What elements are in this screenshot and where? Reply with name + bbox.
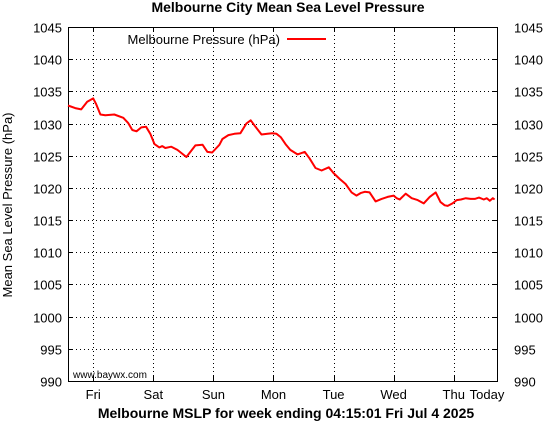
y-tick-label-right: 1045	[514, 21, 543, 36]
y-axis-left: 990 995 1000 1005 1010 1015 1020 1025 1030 1035 10…	[33, 21, 73, 390]
x-tick-label-wed: Wed	[380, 387, 407, 402]
grid	[68, 27, 497, 381]
y-axis-right: 990 995 1000 1005 1010 1015 1020 1025 1030 1035 10…	[492, 21, 543, 390]
y-tick-label-right: 1020	[514, 182, 543, 197]
x-axis-label: Melbourne MSLP for week ending 04:15:01 …	[98, 405, 475, 421]
x-tick-label-thu: Thu	[443, 387, 465, 402]
y-tick-label-left: 1040	[33, 53, 62, 68]
y-tick-label-right: 990	[514, 375, 536, 390]
y-tick-label-right: 1005	[514, 278, 543, 293]
y-tick-label-left: 1005	[33, 278, 62, 293]
y-tick-label-right: 1040	[514, 53, 543, 68]
y-tick-label-left: 1010	[33, 246, 62, 261]
y-tick-label-left: 990	[40, 375, 62, 390]
y-tick-label-left: 995	[40, 343, 62, 358]
x-axis: Fri Sat Sun Mon Tue Wed Thu Today	[86, 27, 505, 402]
x-tick-label-sat: Sat	[144, 387, 164, 402]
y-tick-label-left: 1045	[33, 21, 62, 36]
y-tick-label-right: 1030	[514, 118, 543, 133]
x-tick-label-fri: Fri	[86, 387, 101, 402]
y-tick-label-left: 1030	[33, 118, 62, 133]
x-tick-label-today: Today	[470, 387, 505, 402]
legend: Melbourne Pressure (hPa)	[128, 32, 326, 47]
y-tick-label-right: 1035	[514, 85, 543, 100]
legend-label: Melbourne Pressure (hPa)	[128, 32, 280, 47]
x-tick-label-mon: Mon	[261, 387, 286, 402]
x-tick-label-sun: Sun	[202, 387, 225, 402]
plot-frame	[68, 27, 498, 382]
y-tick-label-left: 1000	[33, 311, 62, 326]
y-tick-label-right: 1000	[514, 311, 543, 326]
y-tick-label-left: 1035	[33, 85, 62, 100]
y-tick-label-right: 1025	[514, 150, 543, 165]
y-axis-label: Mean Sea Level Pressure (hPa)	[0, 113, 15, 298]
y-tick-label-right: 1010	[514, 246, 543, 261]
y-tick-label-left: 1015	[33, 214, 62, 229]
y-tick-label-left: 1025	[33, 150, 62, 165]
y-tick-label-left: 1020	[33, 182, 62, 197]
credit-text: www.baywx.com	[72, 370, 147, 381]
y-tick-label-right: 1015	[514, 214, 543, 229]
chart-title: Melbourne City Mean Sea Level Pressure	[151, 0, 424, 15]
x-tick-label-tue: Tue	[323, 387, 345, 402]
series-line-melbourne-pressure	[67, 97, 496, 207]
y-tick-label-right: 995	[514, 343, 536, 358]
